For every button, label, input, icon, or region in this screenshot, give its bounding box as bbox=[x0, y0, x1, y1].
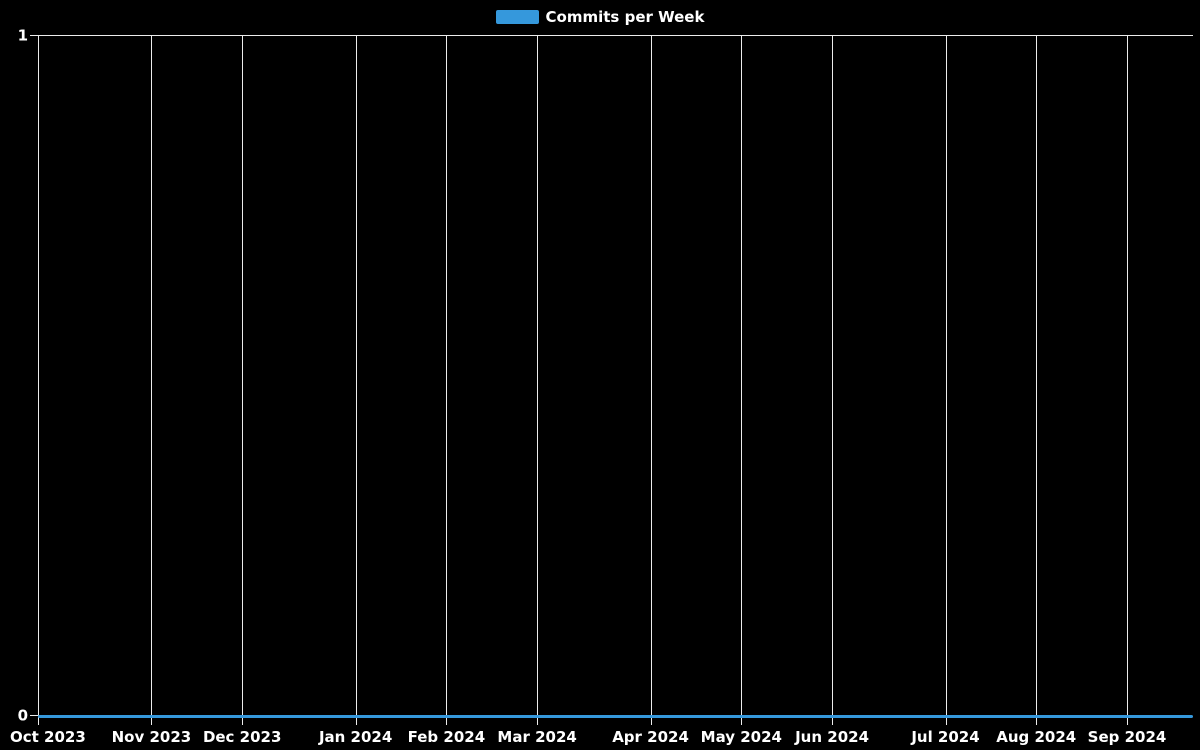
xtick-label: Nov 2023 bbox=[111, 728, 192, 746]
ytick-label: 1 bbox=[17, 26, 28, 44]
chart-legend: Commits per Week bbox=[0, 6, 1200, 28]
xtick-label: May 2024 bbox=[700, 728, 782, 746]
xtick-label: Oct 2023 bbox=[10, 728, 86, 746]
commits-series-line bbox=[38, 715, 1193, 718]
gridline-month bbox=[741, 36, 742, 725]
xtick-label: Sep 2024 bbox=[1087, 728, 1167, 746]
gridline-month bbox=[1036, 36, 1037, 725]
xtick-label: Mar 2024 bbox=[497, 728, 577, 746]
xtick-label: Feb 2024 bbox=[407, 728, 486, 746]
ytick-mark bbox=[30, 35, 38, 36]
gridline-month bbox=[537, 36, 538, 725]
gridline-month bbox=[151, 36, 152, 725]
xtick-label: Aug 2024 bbox=[996, 728, 1077, 746]
gridline-month bbox=[1127, 36, 1128, 725]
legend-label: Commits per Week bbox=[545, 7, 705, 26]
ytick-label: 0 bbox=[17, 706, 28, 724]
xtick-label: Dec 2023 bbox=[202, 728, 282, 746]
ytick-mark bbox=[30, 715, 38, 716]
gridline-month bbox=[242, 36, 243, 725]
gridline-y1 bbox=[38, 35, 1193, 36]
gridline-month bbox=[832, 36, 833, 725]
xtick-label: Jan 2024 bbox=[318, 728, 393, 746]
xtick-label: Jul 2024 bbox=[911, 728, 980, 746]
legend-swatch-icon bbox=[495, 10, 539, 24]
gridline-month bbox=[446, 36, 447, 725]
gridline-month bbox=[356, 36, 357, 725]
xtick-label: Jun 2024 bbox=[795, 728, 870, 746]
gridline-month bbox=[651, 36, 652, 725]
gridline-month bbox=[946, 36, 947, 725]
gridline-month bbox=[38, 36, 39, 725]
xtick-label: Apr 2024 bbox=[612, 728, 689, 746]
